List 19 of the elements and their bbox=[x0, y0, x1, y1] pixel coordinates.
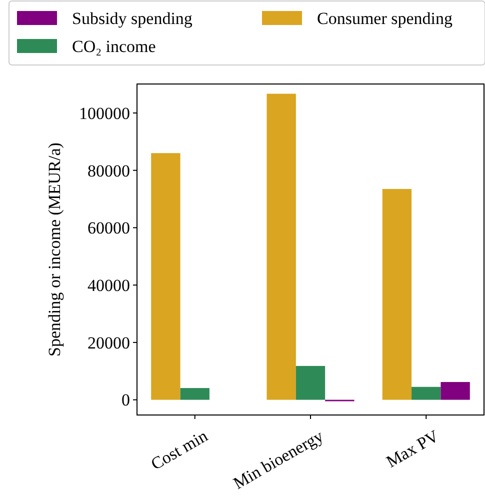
legend-label: Consumer spending bbox=[317, 8, 454, 28]
y-tick-label: 40000 bbox=[88, 276, 130, 296]
bar bbox=[266, 94, 296, 400]
y-tick-label: 60000 bbox=[88, 218, 130, 238]
y-tick-label: 80000 bbox=[88, 161, 130, 180]
y-tick-label: 100000 bbox=[79, 104, 130, 123]
bar bbox=[180, 388, 210, 400]
x-tick-label: Max PV bbox=[383, 426, 443, 472]
y-axis-title: Spending or income (MEUR/a) bbox=[45, 142, 64, 356]
y-tick-label: 0 bbox=[122, 390, 130, 410]
bar bbox=[151, 153, 180, 400]
legend-label: CO₂ income bbox=[72, 36, 156, 56]
bar bbox=[296, 366, 326, 400]
bar bbox=[382, 188, 412, 400]
bar bbox=[440, 382, 470, 400]
legend-label: Subsidy spending bbox=[72, 8, 193, 28]
x-tick-label: Cost min bbox=[148, 426, 212, 474]
y-tick-label: 20000 bbox=[88, 333, 130, 352]
bar bbox=[412, 386, 441, 400]
